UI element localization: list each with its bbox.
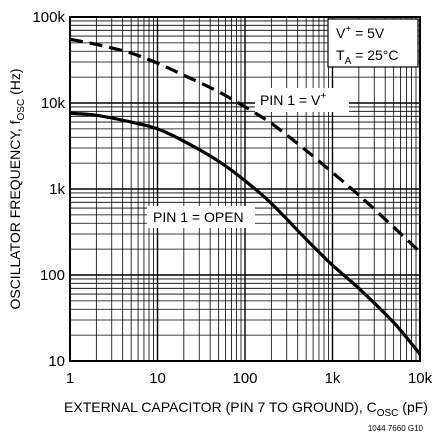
annotation-layer: PIN 1 = V+ PIN 1 = OPEN V+ = 5V TA = 25°… (147, 18, 419, 228)
y-tick-label: 100k (32, 9, 65, 26)
y-tick-label: 10k (41, 95, 66, 112)
series-label-open: PIN 1 = OPEN (153, 209, 244, 225)
condition-supply-voltage: V+ = 5V (336, 24, 385, 41)
y-tick-label: 1k (49, 181, 65, 198)
condition-temperature: TA = 25°C (336, 47, 398, 67)
y-axis-title: OSCILLATOR FREQUENCY, fOSC (Hz) (7, 68, 27, 309)
series-layer (69, 37, 422, 356)
y-tick-label: 100 (40, 267, 65, 284)
figure-code: 1044 7660 G10 (368, 424, 424, 433)
x-tick-label: 10 (149, 370, 166, 387)
series-label-v-plus: PIN 1 = V+ (260, 91, 326, 108)
y-tick-label: 10 (48, 353, 65, 370)
series-label-box-open (147, 206, 255, 228)
x-tick-label: 1k (325, 370, 341, 387)
grid (70, 17, 420, 361)
plot-frame (69, 16, 421, 362)
x-axis-title: EXTERNAL CAPACITOR (PIN 7 TO GROUND), CO… (64, 399, 428, 419)
series-line-pin1-open (69, 111, 422, 356)
series-line-pin1-vplus (69, 37, 422, 254)
series-label-box-v-plus (255, 88, 349, 112)
x-tick-label: 100 (232, 370, 257, 387)
x-tick-label: 10k (408, 370, 433, 387)
x-tick-label: 1 (66, 370, 74, 387)
conditions-box (327, 18, 419, 68)
